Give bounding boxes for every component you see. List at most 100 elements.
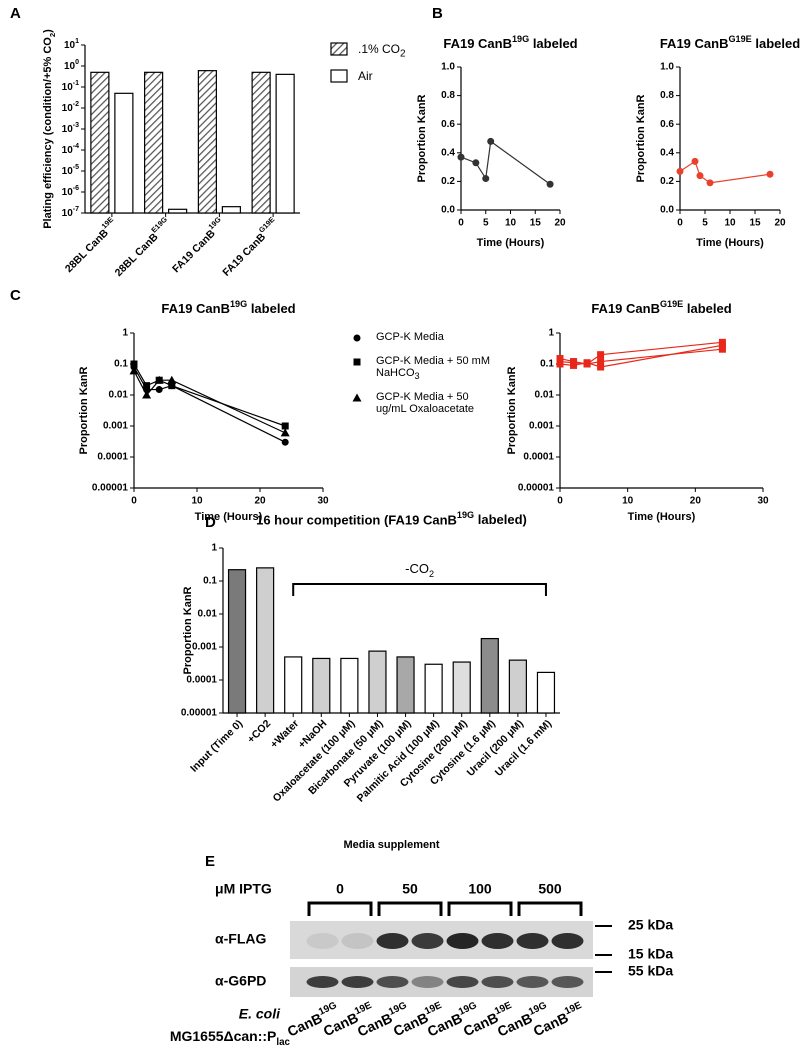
y-tick-label-part: -1 [73,80,79,87]
strain-part: lac [276,1037,290,1048]
x-tick-label: 30 [317,496,329,507]
y-axis-label: Proportion KanR [506,366,518,454]
y-axis-label: Proportion KanR [635,94,647,182]
g6pd-band [481,976,514,988]
x-tick-label: 20 [690,496,702,507]
y-tick-label-part: -3 [73,122,79,129]
x-tick-label: 10 [505,218,517,229]
y-tick-label: 0.6 [441,119,455,130]
marker [280,428,290,437]
bar [396,656,415,714]
legend-text: GCP-K Media + 50 ug/mL Oxaloacetate [376,391,475,416]
x-axis-label: Time (Hours) [195,511,263,523]
bar [368,650,387,714]
y-tick-label: 10-7 [62,206,79,218]
dose-label: 100 [468,881,492,897]
y-axis-label: Proportion KanR [182,586,194,674]
y-tick-label: 10-2 [62,101,79,113]
flag-band [481,933,514,949]
y-tick-label: 10-5 [62,164,79,176]
marker [696,172,704,180]
y-tick-label: 0.00001 [518,483,555,494]
flag-band [446,933,479,949]
y-tick-label: 0.00001 [92,483,129,494]
flag-band [376,933,409,949]
x-tick-label: FA19 CanBG19E [218,215,281,278]
bar [452,661,471,714]
y-tick-label: 0.001 [192,642,217,653]
bar [221,206,241,214]
x-tick-label: 20 [554,218,566,229]
marker [482,175,490,183]
y-tick-label: 1.0 [441,62,455,73]
marker [676,167,684,175]
y-tick-label-part: 0 [75,59,79,66]
y-tick-label-part: -5 [73,164,79,171]
y-tick-label: 10-4 [62,143,79,155]
y-tick-label: 0.1 [540,359,554,370]
y-tick-label-part: 10 [62,208,74,219]
y-axis-label: Proportion KanR [416,94,428,182]
dose-bracket [447,901,513,916]
marker [597,358,605,366]
y-tick-label-part: 10 [62,103,74,114]
legend-text: Air [358,69,373,84]
y-axis-label-part: ) [42,29,54,33]
g6pd-band [516,976,549,988]
marker [352,393,362,402]
flag-band [341,933,374,949]
y-tick-label: 101 [64,38,79,50]
lane-label-part: 19E [423,1000,444,1018]
bar [284,656,303,714]
marker [597,363,605,371]
legend-swatch [352,393,362,402]
marker [168,382,176,390]
marker [457,153,465,161]
y-tick-label: 10-1 [62,80,79,92]
y-tick-label-part: 10 [62,82,74,93]
bar [114,92,134,214]
lane-label-part: 19E [493,1000,514,1018]
y-tick-label: 10-3 [62,122,79,134]
y-tick-label: 1 [548,328,554,339]
chart-title-part: G19E [660,299,683,309]
legend-swatch [330,69,348,83]
organism: E. coli [239,1006,281,1022]
marker [353,334,361,342]
y-tick-label: 0.01 [198,609,218,620]
y-tick-label: 0.8 [441,90,455,101]
legend-text: .1% CO2 [358,42,406,59]
y-tick-label: 0.6 [660,119,674,130]
line [133,363,286,427]
lane-label-part: CanB [285,1009,325,1039]
chart-title-part: FA19 CanB [660,36,729,51]
x-tick-label: 20 [774,218,786,229]
dose-bracket [377,901,443,916]
chart-title-part: FA19 CanB [161,301,230,316]
lane-label-part: 19G [387,1000,409,1018]
bar [536,671,556,714]
dose-label: 500 [538,881,562,897]
size-marker-label: 15 kDa [628,946,673,962]
marker [142,390,152,399]
marker [570,358,578,366]
bar [480,637,499,714]
x-tick-label: 15 [749,218,761,229]
y-tick-label: 0.4 [441,147,455,158]
lane-label-part: 19G [317,1000,339,1018]
bar [197,70,217,214]
marker [597,351,605,359]
marker [487,137,495,145]
y-tick-label-part: 10 [62,145,74,156]
iptg-label: μM IPTG [215,881,272,897]
y-tick-label-part: 10 [62,166,74,177]
legend-swatch [353,334,361,342]
y-tick-label-part: -7 [73,206,79,213]
y-tick-label: 1 [122,328,128,339]
chart-title-part: 19G [512,34,529,44]
dose-bracket [517,901,583,916]
marker [546,180,554,188]
flag-band [411,933,444,949]
chart-title-part: labeled [683,301,731,316]
bar [227,569,247,714]
